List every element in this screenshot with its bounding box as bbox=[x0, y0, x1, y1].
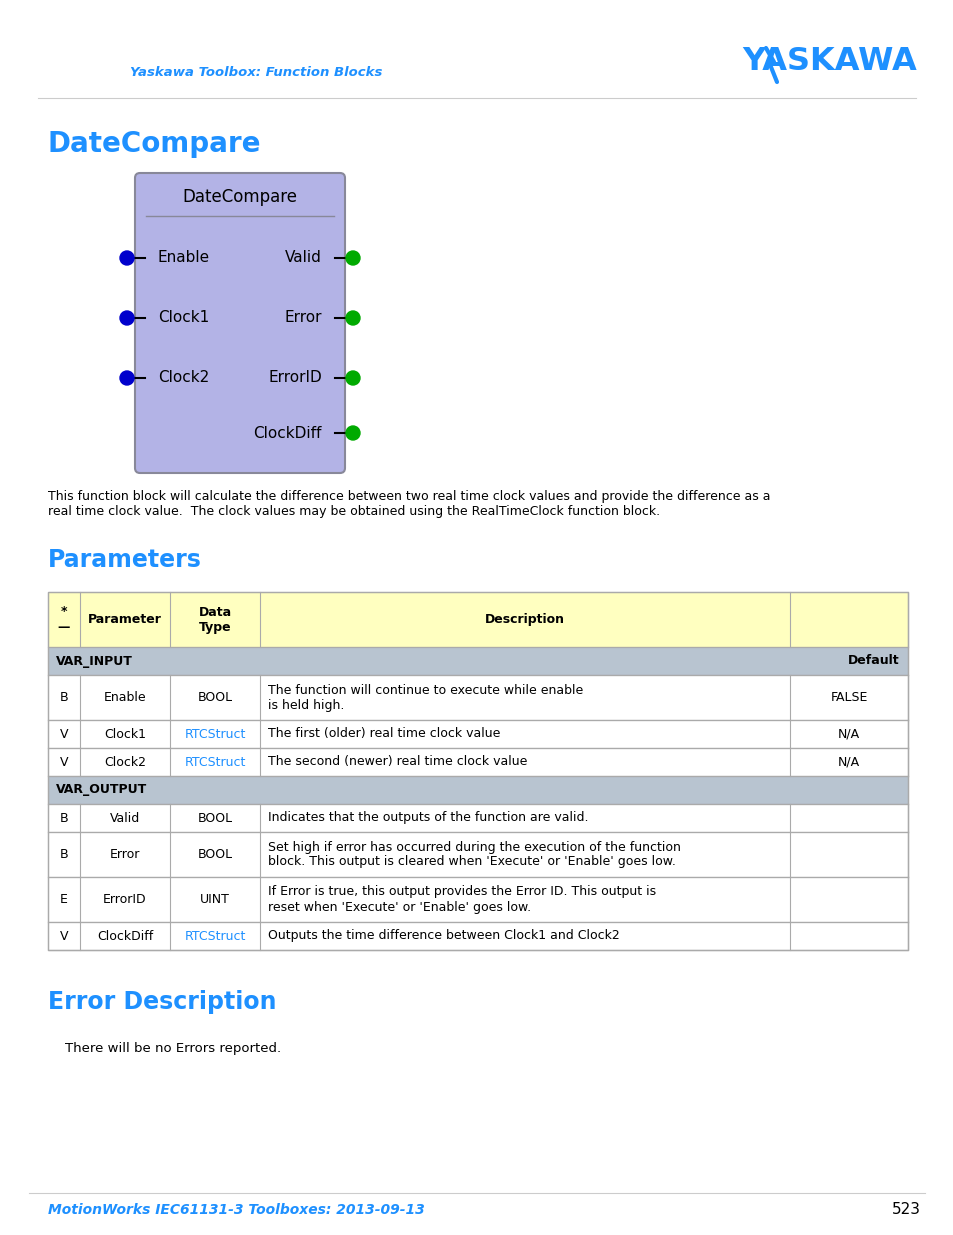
Text: MotionWorks IEC61131-3 Toolboxes: 2013-09-13: MotionWorks IEC61131-3 Toolboxes: 2013-0… bbox=[48, 1203, 424, 1216]
Text: Data
Type: Data Type bbox=[198, 605, 232, 634]
Text: VAR_INPUT: VAR_INPUT bbox=[56, 655, 132, 667]
Text: B: B bbox=[60, 811, 69, 825]
Text: Clock2: Clock2 bbox=[104, 756, 146, 768]
Text: This function block will calculate the difference between two real time clock va: This function block will calculate the d… bbox=[48, 490, 770, 517]
Text: ErrorID: ErrorID bbox=[103, 893, 147, 906]
Text: There will be no Errors reported.: There will be no Errors reported. bbox=[65, 1042, 281, 1055]
Text: Parameters: Parameters bbox=[48, 548, 202, 572]
Text: Parameter: Parameter bbox=[88, 613, 162, 626]
Text: B: B bbox=[60, 692, 69, 704]
Text: UINT: UINT bbox=[200, 893, 230, 906]
Text: Valid: Valid bbox=[110, 811, 140, 825]
Circle shape bbox=[346, 426, 359, 440]
Circle shape bbox=[120, 311, 133, 325]
Text: BOOL: BOOL bbox=[197, 811, 233, 825]
Text: The first (older) real time clock value: The first (older) real time clock value bbox=[268, 727, 500, 741]
Text: BOOL: BOOL bbox=[197, 848, 233, 861]
Text: The function will continue to execute while enable
is held high.: The function will continue to execute wh… bbox=[268, 683, 582, 711]
Text: Error: Error bbox=[284, 310, 322, 326]
Text: If Error is true, this output provides the Error ID. This output is
reset when ': If Error is true, this output provides t… bbox=[268, 885, 656, 914]
Circle shape bbox=[346, 251, 359, 266]
Text: Indicates that the outputs of the function are valid.: Indicates that the outputs of the functi… bbox=[268, 811, 588, 825]
Text: Enable: Enable bbox=[104, 692, 146, 704]
Bar bbox=[48, 676, 907, 720]
Text: BOOL: BOOL bbox=[197, 692, 233, 704]
Bar bbox=[48, 804, 907, 832]
Text: DateCompare: DateCompare bbox=[48, 130, 261, 158]
Text: Error: Error bbox=[110, 848, 140, 861]
Bar bbox=[48, 748, 907, 776]
Text: Clock1: Clock1 bbox=[158, 310, 209, 326]
Text: N/A: N/A bbox=[837, 756, 860, 768]
Text: Set high if error has occurred during the execution of the function
block. This : Set high if error has occurred during th… bbox=[268, 841, 680, 868]
Bar bbox=[48, 832, 907, 877]
Text: Default: Default bbox=[847, 655, 899, 667]
Text: Enable: Enable bbox=[158, 251, 210, 266]
Bar bbox=[48, 923, 907, 950]
Text: ClockDiff: ClockDiff bbox=[253, 426, 322, 441]
Text: B: B bbox=[60, 848, 69, 861]
Bar bbox=[48, 647, 907, 676]
Bar bbox=[48, 592, 907, 950]
Bar bbox=[48, 877, 907, 923]
Circle shape bbox=[120, 370, 133, 385]
Text: DateCompare: DateCompare bbox=[182, 188, 297, 206]
Text: *
—: * — bbox=[58, 605, 71, 634]
Text: Description: Description bbox=[484, 613, 564, 626]
Bar bbox=[48, 720, 907, 748]
Text: Valid: Valid bbox=[285, 251, 322, 266]
Text: VAR_OUTPUT: VAR_OUTPUT bbox=[56, 783, 147, 797]
Text: ClockDiff: ClockDiff bbox=[97, 930, 153, 942]
Text: 523: 523 bbox=[890, 1203, 920, 1218]
Text: FALSE: FALSE bbox=[829, 692, 867, 704]
Circle shape bbox=[120, 251, 133, 266]
Text: V: V bbox=[60, 930, 69, 942]
FancyBboxPatch shape bbox=[135, 173, 345, 473]
Text: N/A: N/A bbox=[837, 727, 860, 741]
Text: YASKAWA: YASKAWA bbox=[741, 47, 917, 78]
Bar bbox=[48, 592, 907, 647]
Text: Error Description: Error Description bbox=[48, 990, 276, 1014]
Bar bbox=[48, 776, 907, 804]
Text: Yaskawa Toolbox: Function Blocks: Yaskawa Toolbox: Function Blocks bbox=[130, 65, 382, 79]
Text: Clock2: Clock2 bbox=[158, 370, 209, 385]
Text: ErrorID: ErrorID bbox=[268, 370, 322, 385]
Text: Outputs the time difference between Clock1 and Clock2: Outputs the time difference between Cloc… bbox=[268, 930, 619, 942]
Text: RTCStruct: RTCStruct bbox=[184, 930, 246, 942]
Text: V: V bbox=[60, 756, 69, 768]
Text: RTCStruct: RTCStruct bbox=[184, 727, 246, 741]
Text: RTCStruct: RTCStruct bbox=[184, 756, 246, 768]
Text: E: E bbox=[60, 893, 68, 906]
Circle shape bbox=[346, 370, 359, 385]
Text: Clock1: Clock1 bbox=[104, 727, 146, 741]
Text: V: V bbox=[60, 727, 69, 741]
Circle shape bbox=[346, 311, 359, 325]
Text: The second (newer) real time clock value: The second (newer) real time clock value bbox=[268, 756, 527, 768]
